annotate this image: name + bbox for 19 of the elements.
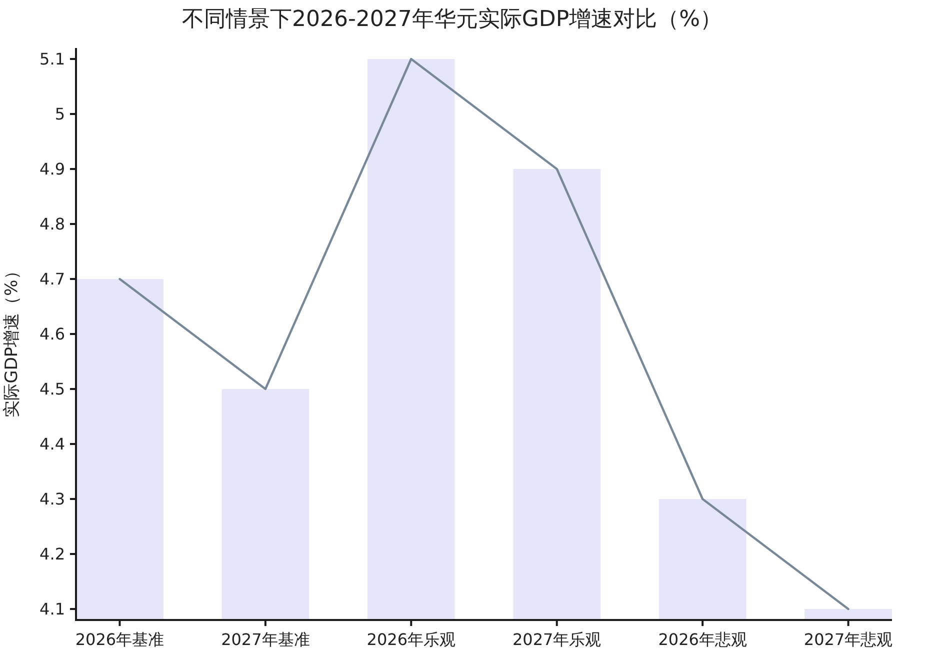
chart-title: 不同情景下2026-2027年华元实际GDP增速对比（%） — [182, 7, 722, 32]
y-tick-label: 4.2 — [40, 544, 65, 564]
y-tick-label: 4.6 — [40, 324, 65, 344]
y-tick-label: 4.5 — [40, 380, 65, 398]
x-tick-label: 2026年基准 — [75, 630, 164, 649]
y-tick-label: 4.9 — [40, 160, 65, 178]
x-tick-label: 2026年乐观 — [366, 630, 456, 649]
x-tick-label: 2026年悲观 — [658, 630, 747, 649]
x-tick-label: 2027年悲观 — [804, 630, 893, 649]
y-tick-label: 4.8 — [40, 214, 65, 234]
x-tick-label: 2027年乐观 — [512, 630, 602, 649]
y-tick-label: 5 — [54, 104, 65, 124]
y-tick-label: 4.4 — [40, 434, 65, 454]
y-tick-label: 4.7 — [40, 270, 65, 288]
y-tick-label: 4.3 — [40, 490, 65, 508]
y-tick-label: 5.1 — [40, 50, 65, 68]
y-axis-title: 实际GDP增速（%） — [2, 262, 22, 418]
y-tick-label: 4.1 — [40, 600, 65, 618]
x-tick-label: 2027年基准 — [221, 630, 310, 649]
